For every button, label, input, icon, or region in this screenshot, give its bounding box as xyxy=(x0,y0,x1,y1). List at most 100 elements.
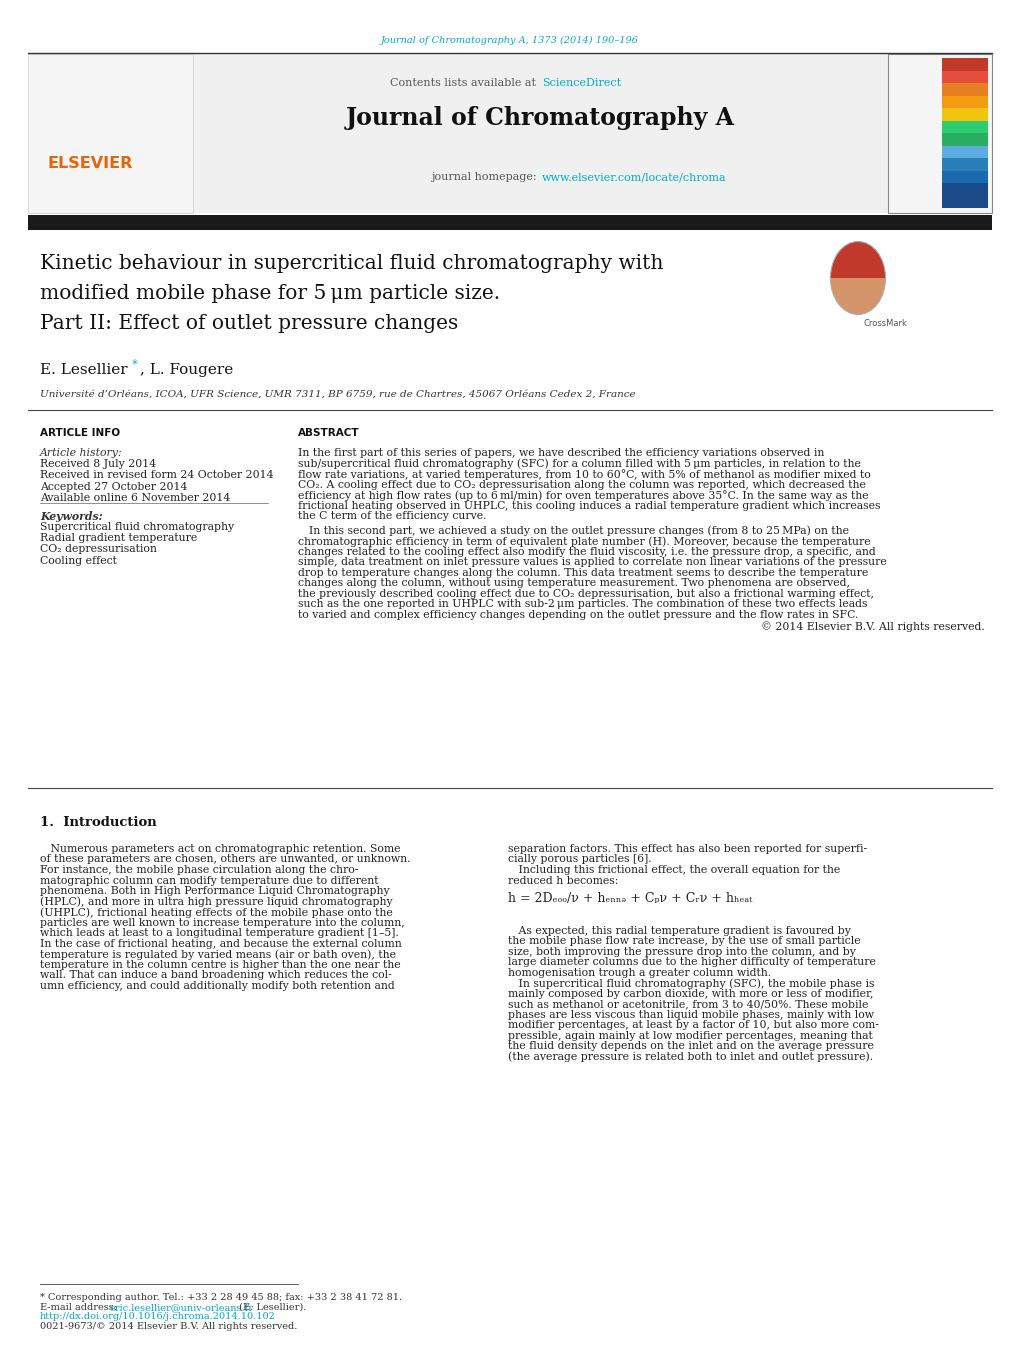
Text: efficiency at high flow rates (up to 6 ml/min) for oven temperatures above 35°C.: efficiency at high flow rates (up to 6 m… xyxy=(298,490,868,501)
FancyBboxPatch shape xyxy=(942,132,987,146)
Text: frictional heating observed in UHPLC, this cooling induces a radial temperature : frictional heating observed in UHPLC, th… xyxy=(298,500,879,511)
Text: Université d’Orléans, ICOA, UFR Science, UMR 7311, BP 6759, rue de Chartres, 450: Université d’Orléans, ICOA, UFR Science,… xyxy=(40,390,635,399)
Text: ELSEVIER: ELSEVIER xyxy=(48,155,133,170)
FancyBboxPatch shape xyxy=(942,196,987,208)
Text: (UHPLC), frictional heating effects of the mobile phase onto the: (UHPLC), frictional heating effects of t… xyxy=(40,907,392,917)
Text: In supercritical fluid chromatography (SFC), the mobile phase is: In supercritical fluid chromatography (S… xyxy=(507,978,873,989)
Text: CO₂. A cooling effect due to CO₂ depressurisation along the column was reported,: CO₂. A cooling effect due to CO₂ depress… xyxy=(298,480,865,489)
Text: flow rate variations, at varied temperatures, from 10 to 60°C, with 5% of methan: flow rate variations, at varied temperat… xyxy=(298,469,870,480)
Text: eric.lesellier@univ-orleans.fr: eric.lesellier@univ-orleans.fr xyxy=(110,1302,254,1312)
Wedge shape xyxy=(829,242,884,278)
Text: drop to temperature changes along the column. This data treatment seems to descr: drop to temperature changes along the co… xyxy=(298,567,867,578)
Text: 1.  Introduction: 1. Introduction xyxy=(40,816,157,830)
Text: sub/supercritical fluid chromatography (SFC) for a column filled with 5 μm parti: sub/supercritical fluid chromatography (… xyxy=(298,458,860,469)
Text: Accepted 27 October 2014: Accepted 27 October 2014 xyxy=(40,481,187,492)
Text: Available online 6 November 2014: Available online 6 November 2014 xyxy=(40,493,230,503)
Text: CrossMark: CrossMark xyxy=(862,319,906,327)
Text: Supercritical fluid chromatography: Supercritical fluid chromatography xyxy=(40,521,234,532)
Text: Keywords:: Keywords: xyxy=(40,511,103,521)
Text: large diameter columns due to the higher difficulty of temperature: large diameter columns due to the higher… xyxy=(507,958,875,967)
Text: phenomena. Both in High Performance Liquid Chromatography: phenomena. Both in High Performance Liqu… xyxy=(40,886,389,896)
Text: modifier percentages, at least by a factor of 10, but also more com-: modifier percentages, at least by a fact… xyxy=(507,1020,878,1031)
Text: the C term of the efficiency curve.: the C term of the efficiency curve. xyxy=(298,511,486,521)
Text: matographic column can modify temperature due to different: matographic column can modify temperatur… xyxy=(40,875,378,885)
Text: temperature in the column centre is higher than the one near the: temperature in the column centre is high… xyxy=(40,959,400,970)
FancyBboxPatch shape xyxy=(942,108,987,120)
Text: Cooling effect: Cooling effect xyxy=(40,555,117,566)
Text: which leads at least to a longitudinal temperature gradient [1–5].: which leads at least to a longitudinal t… xyxy=(40,928,398,938)
Text: For instance, the mobile phase circulation along the chro-: For instance, the mobile phase circulati… xyxy=(40,865,358,875)
FancyBboxPatch shape xyxy=(942,58,987,70)
Text: ARTICLE INFO: ARTICLE INFO xyxy=(40,428,120,438)
Text: E-mail address:: E-mail address: xyxy=(40,1302,120,1312)
Text: journal homepage:: journal homepage: xyxy=(430,172,539,182)
Text: (E. Lesellier).: (E. Lesellier). xyxy=(235,1302,306,1312)
Text: chromatographic efficiency in term of equivalent plate number (H). Moreover, bec: chromatographic efficiency in term of eq… xyxy=(298,536,870,547)
Text: In the first part of this series of papers, we have described the efficiency var: In the first part of this series of pape… xyxy=(298,449,823,458)
Text: simple, data treatment on inlet pressure values is applied to correlate non line: simple, data treatment on inlet pressure… xyxy=(298,557,886,567)
Text: to varied and complex efficiency changes depending on the outlet pressure and th: to varied and complex efficiency changes… xyxy=(298,609,858,620)
FancyBboxPatch shape xyxy=(942,120,987,132)
Text: h = 2Dₑₒₒ/ν + hₑₙₙₔ + Cₚν + Cᵣν + hₕₑₐₜ: h = 2Dₑₒₒ/ν + hₑₙₙₔ + Cₚν + Cᵣν + hₕₑₐₜ xyxy=(507,892,752,905)
FancyBboxPatch shape xyxy=(942,182,987,196)
Text: reduced h becomes:: reduced h becomes: xyxy=(507,875,618,885)
FancyBboxPatch shape xyxy=(942,158,987,170)
FancyBboxPatch shape xyxy=(888,54,991,213)
Text: umn efficiency, and could additionally modify both retention and: umn efficiency, and could additionally m… xyxy=(40,981,394,990)
Text: 0021-9673/© 2014 Elsevier B.V. All rights reserved.: 0021-9673/© 2014 Elsevier B.V. All right… xyxy=(40,1321,298,1331)
Text: ScienceDirect: ScienceDirect xyxy=(541,78,621,88)
Text: CO₂ depressurisation: CO₂ depressurisation xyxy=(40,544,157,554)
Text: Journal of Chromatography A: Journal of Chromatography A xyxy=(345,105,734,130)
Text: cially porous particles [6].: cially porous particles [6]. xyxy=(507,854,651,865)
Text: (the average pressure is related both to inlet and outlet pressure).: (the average pressure is related both to… xyxy=(507,1052,872,1062)
Text: Including this frictional effect, the overall equation for the: Including this frictional effect, the ov… xyxy=(507,865,840,875)
Text: phases are less viscous than liquid mobile phases, mainly with low: phases are less viscous than liquid mobi… xyxy=(507,1011,873,1020)
Text: * Corresponding author. Tel.: +33 2 28 49 45 88; fax: +33 2 38 41 72 81.: * Corresponding author. Tel.: +33 2 28 4… xyxy=(40,1293,401,1302)
Text: such as the one reported in UHPLC with sub-2 μm particles. The combination of th: such as the one reported in UHPLC with s… xyxy=(298,600,866,609)
Text: In the case of frictional heating, and because the external column: In the case of frictional heating, and b… xyxy=(40,939,401,948)
Text: Part II: Effect of outlet pressure changes: Part II: Effect of outlet pressure chang… xyxy=(40,313,458,332)
Text: E. Lesellier: E. Lesellier xyxy=(40,363,127,377)
Text: wall. That can induce a band broadening which reduces the col-: wall. That can induce a band broadening … xyxy=(40,970,391,979)
FancyBboxPatch shape xyxy=(942,146,987,158)
Text: © 2014 Elsevier B.V. All rights reserved.: © 2014 Elsevier B.V. All rights reserved… xyxy=(760,621,984,632)
Text: changes along the column, without using temperature measurement. Two phenomena a: changes along the column, without using … xyxy=(298,578,849,588)
Text: ABSTRACT: ABSTRACT xyxy=(298,428,360,438)
Text: www.elsevier.com/locate/chroma: www.elsevier.com/locate/chroma xyxy=(541,172,726,182)
Text: size, both improving the pressure drop into the column, and by: size, both improving the pressure drop i… xyxy=(507,947,855,957)
Text: http://dx.doi.org/10.1016/j.chroma.2014.10.102: http://dx.doi.org/10.1016/j.chroma.2014.… xyxy=(40,1312,275,1321)
Text: separation factors. This effect has also been reported for superfi-: separation factors. This effect has also… xyxy=(507,844,866,854)
FancyBboxPatch shape xyxy=(28,215,991,230)
Text: Radial gradient temperature: Radial gradient temperature xyxy=(40,534,197,543)
FancyBboxPatch shape xyxy=(942,96,987,108)
FancyBboxPatch shape xyxy=(942,70,987,82)
Text: In this second part, we achieved a study on the outlet pressure changes (from 8 : In this second part, we achieved a study… xyxy=(298,526,848,536)
FancyBboxPatch shape xyxy=(942,170,987,182)
Text: Journal of Chromatography A, 1373 (2014) 190–196: Journal of Chromatography A, 1373 (2014)… xyxy=(381,36,638,45)
Text: As expected, this radial temperature gradient is favoured by: As expected, this radial temperature gra… xyxy=(507,925,850,936)
Text: the fluid density depends on the inlet and on the average pressure: the fluid density depends on the inlet a… xyxy=(507,1042,873,1051)
Text: changes related to the cooling effect also modify the fluid viscosity, i.e. the : changes related to the cooling effect al… xyxy=(298,547,875,557)
Text: such as methanol or acetonitrile, from 3 to 40/50%. These mobile: such as methanol or acetonitrile, from 3… xyxy=(507,1000,867,1009)
Text: homogenisation trough a greater column width.: homogenisation trough a greater column w… xyxy=(507,967,770,978)
Text: Numerous parameters act on chromatographic retention. Some: Numerous parameters act on chromatograph… xyxy=(40,844,400,854)
Text: particles are well known to increase temperature into the column,: particles are well known to increase tem… xyxy=(40,917,405,928)
Text: , L. Fougere: , L. Fougere xyxy=(140,363,233,377)
Text: Kinetic behaviour in supercritical fluid chromatography with: Kinetic behaviour in supercritical fluid… xyxy=(40,254,662,273)
FancyBboxPatch shape xyxy=(942,82,987,96)
Text: Contents lists available at: Contents lists available at xyxy=(390,78,539,88)
Text: *: * xyxy=(131,358,138,372)
Text: the previously described cooling effect due to CO₂ depressurisation, but also a : the previously described cooling effect … xyxy=(298,589,873,598)
Text: Article history:: Article history: xyxy=(40,449,122,458)
Text: pressible, again mainly at low modifier percentages, meaning that: pressible, again mainly at low modifier … xyxy=(507,1031,872,1040)
FancyBboxPatch shape xyxy=(28,54,193,213)
Text: (HPLC), and more in ultra high pressure liquid chromatography: (HPLC), and more in ultra high pressure … xyxy=(40,897,392,907)
Text: modified mobile phase for 5 μm particle size.: modified mobile phase for 5 μm particle … xyxy=(40,284,499,303)
Text: Received in revised form 24 October 2014: Received in revised form 24 October 2014 xyxy=(40,470,273,481)
Text: of these parameters are chosen, others are unwanted, or unknown.: of these parameters are chosen, others a… xyxy=(40,854,410,865)
FancyBboxPatch shape xyxy=(193,54,888,213)
Wedge shape xyxy=(829,278,884,315)
Text: Received 8 July 2014: Received 8 July 2014 xyxy=(40,459,156,469)
Text: temperature is regulated by varied means (air or bath oven), the: temperature is regulated by varied means… xyxy=(40,948,395,959)
Text: the mobile phase flow rate increase, by the use of small particle: the mobile phase flow rate increase, by … xyxy=(507,936,860,947)
